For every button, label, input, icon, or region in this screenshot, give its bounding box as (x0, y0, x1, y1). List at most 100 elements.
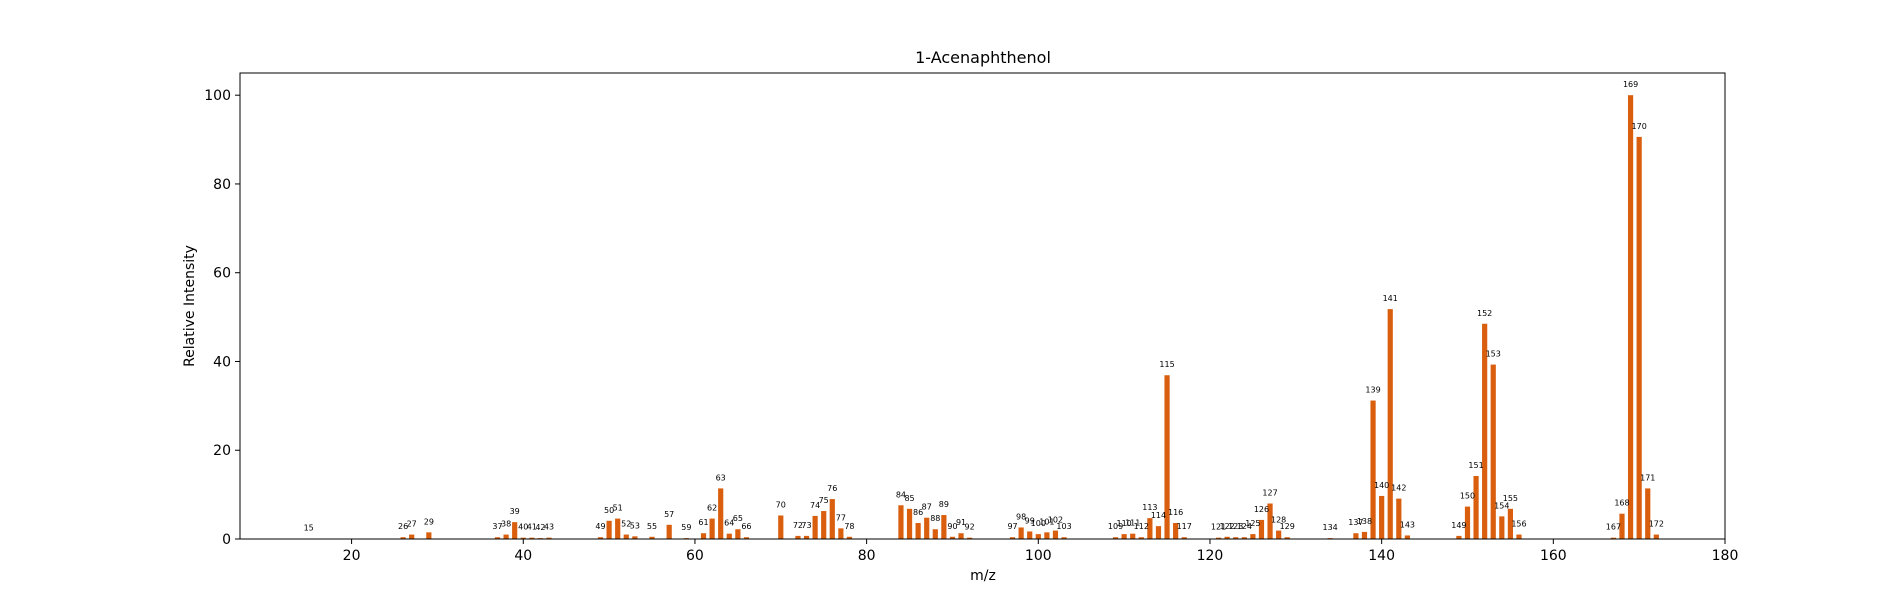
bar-mz-39 (512, 522, 518, 539)
bar-mz-62 (709, 518, 715, 539)
chart-title: 1-Acenaphthenol (915, 48, 1051, 67)
bar-mz-124 (1241, 537, 1247, 539)
y-tick-label: 20 (213, 443, 231, 459)
bar-mz-86 (915, 523, 921, 539)
bar-mz-121 (1215, 537, 1222, 539)
bar-mz-98 (1018, 527, 1024, 539)
bar-mz-156 (1516, 534, 1522, 539)
data-label-mz-102: 102 (1048, 516, 1063, 525)
data-label-mz-113: 113 (1142, 503, 1157, 512)
data-label-mz-121: 121 (1211, 523, 1226, 532)
data-label-mz-141: 141 (1383, 294, 1398, 303)
data-label-mz-125: 125 (1245, 519, 1260, 528)
data-label-mz-110: 110 (1116, 519, 1131, 528)
bar-mz-77 (838, 528, 844, 539)
data-label-mz-27: 27 (407, 520, 417, 529)
bar-mz-140 (1379, 495, 1385, 539)
data-label-mz-89: 89 (939, 500, 949, 509)
bars-group (306, 95, 1659, 540)
data-label-mz-155: 155 (1503, 494, 1518, 503)
x-tick-label: 100 (1025, 548, 1052, 564)
bar-mz-65 (735, 529, 741, 539)
data-label-mz-103: 103 (1056, 522, 1071, 531)
data-label-mz-64: 64 (724, 519, 734, 528)
bar-mz-37 (494, 537, 501, 539)
data-label-mz-39: 39 (510, 507, 520, 516)
data-label-mz-15: 15 (304, 524, 314, 533)
bar-mz-115 (1164, 375, 1170, 539)
data-label-mz-55: 55 (647, 522, 657, 531)
bar-mz-168 (1619, 513, 1625, 539)
x-tick-label: 140 (1368, 548, 1395, 564)
data-label-mz-41: 41 (527, 523, 537, 532)
data-label-mz-168: 168 (1614, 499, 1629, 508)
data-label-mz-127: 127 (1262, 489, 1277, 498)
data-label-mz-59: 59 (681, 523, 691, 532)
data-label-mz-97: 97 (1007, 522, 1017, 531)
data-label-mz-101: 101 (1039, 517, 1054, 526)
data-label-mz-149: 149 (1451, 521, 1466, 530)
data-label-mz-100: 100 (1031, 519, 1046, 528)
data-label-mz-123: 123 (1228, 522, 1243, 531)
bar-mz-138 (1361, 531, 1368, 539)
x-axis-ticks: 20 40 60 80 100 120 140 160 180 (343, 539, 1738, 564)
data-label-mz-57: 57 (664, 510, 674, 519)
data-label-mz-156: 156 (1511, 520, 1526, 529)
bar-mz-38 (503, 534, 509, 539)
data-label-mz-99: 99 (1025, 516, 1035, 525)
bar-mz-55 (649, 536, 655, 539)
data-label-mz-70: 70 (776, 500, 786, 509)
bar-mz-75 (821, 511, 827, 539)
data-label-mz-142: 142 (1391, 484, 1406, 493)
data-label-mz-114: 114 (1151, 511, 1166, 520)
data-label-mz-137: 137 (1348, 518, 1363, 527)
bar-mz-123 (1233, 537, 1239, 539)
data-label-mz-152: 152 (1477, 309, 1492, 318)
y-axis-ticks: 0 20 40 60 80 100 (204, 88, 240, 548)
data-label-mz-53: 53 (630, 521, 640, 530)
data-label-mz-26: 26 (398, 522, 408, 531)
y-axis-label: Relative Intensity (182, 245, 198, 367)
data-label-mz-91: 91 (956, 518, 966, 527)
bar-mz-109 (1112, 537, 1119, 539)
data-label-mz-63: 63 (716, 473, 726, 482)
data-label-mz-98: 98 (1016, 512, 1026, 521)
bar-mz-116 (1173, 523, 1179, 539)
plot-area-frame (239, 72, 1726, 540)
data-label-mz-112: 112 (1134, 522, 1149, 531)
x-tick-label: 20 (343, 548, 361, 564)
bar-mz-70 (778, 515, 784, 539)
bar-mz-50 (606, 520, 612, 539)
data-label-mz-77: 77 (836, 513, 846, 522)
bar-mz-141 (1387, 309, 1393, 539)
data-label-mz-151: 151 (1468, 461, 1483, 470)
data-label-mz-52: 52 (621, 520, 631, 529)
bar-mz-114 (1155, 526, 1162, 539)
bar-mz-51 (615, 518, 621, 539)
data-label-mz-85: 85 (904, 494, 914, 503)
y-tick-label: 60 (213, 266, 231, 282)
bar-mz-78 (846, 536, 853, 539)
data-label-mz-153: 153 (1486, 350, 1501, 359)
data-label-mz-87: 87 (922, 503, 932, 512)
bar-mz-91 (958, 533, 964, 539)
bar-mz-84 (898, 505, 904, 539)
bar-mz-29 (426, 532, 432, 539)
bar-mz-126 (1258, 519, 1265, 539)
data-label-mz-90: 90 (947, 522, 957, 531)
data-label-mz-139: 139 (1365, 386, 1380, 395)
bar-mz-97 (1009, 537, 1016, 539)
data-label-mz-74: 74 (810, 501, 820, 510)
y-tick-label: 80 (213, 177, 231, 193)
data-label-mz-172: 172 (1649, 520, 1664, 529)
data-label-mz-65: 65 (733, 514, 743, 523)
data-label-mz-73: 73 (801, 521, 811, 530)
data-label-mz-61: 61 (698, 518, 708, 527)
data-label-mz-86: 86 (913, 508, 923, 517)
bar-mz-43 (546, 537, 552, 539)
bar-mz-169 (1627, 95, 1634, 539)
bar-mz-100 (1035, 534, 1041, 539)
bar-mz-111 (1130, 533, 1136, 539)
